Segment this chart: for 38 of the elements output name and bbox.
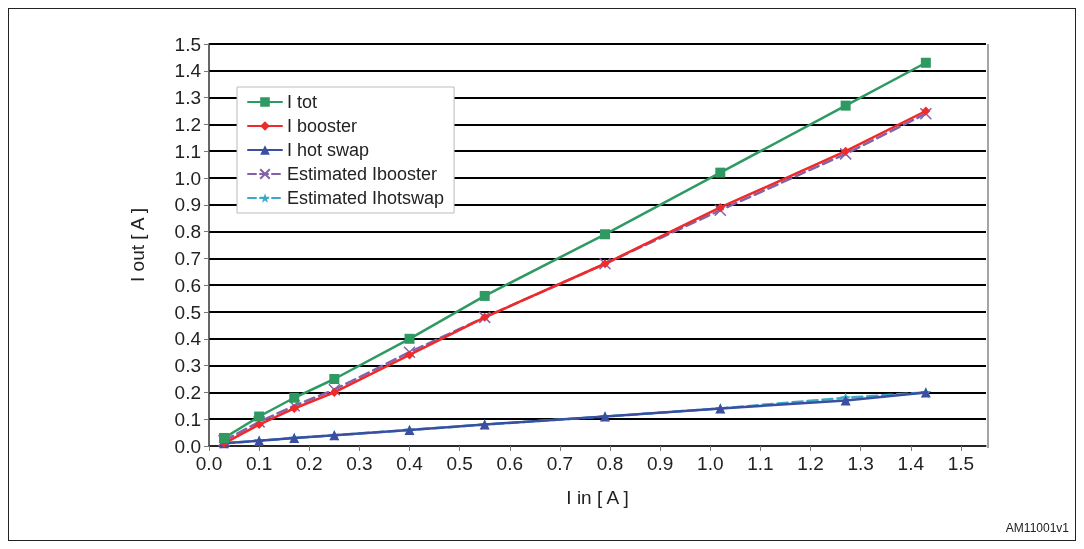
x-tick-label: 1.1 <box>747 453 774 474</box>
x-tick-label: 0.6 <box>496 453 523 474</box>
legend-label: Estimated Ihotswap <box>287 188 445 208</box>
x-tick-label: 1.3 <box>847 453 874 474</box>
y-axis-title: I out [ A ] <box>127 208 148 282</box>
x-tick-label: 0.3 <box>346 453 373 474</box>
legend-label: I hot swap <box>287 140 370 160</box>
text: AM11001v1 <box>1005 521 1070 535</box>
x-axis-title: I in [ A ] <box>566 487 629 508</box>
y-tick-label: 1.0 <box>174 167 201 189</box>
x-tick-label: 1.4 <box>897 453 925 474</box>
y-tick-label: 0.5 <box>174 301 201 323</box>
x-tick-label: 0.2 <box>296 453 323 474</box>
x-tick-label: 1.2 <box>797 453 824 474</box>
x-tick-label: 0.7 <box>546 453 574 474</box>
legend-label: I booster <box>287 116 358 136</box>
legend-label: I tot <box>287 92 318 112</box>
x-tick-label: 0.1 <box>245 453 273 474</box>
y-tick-label: 0.9 <box>174 194 201 216</box>
x-tick-label: 0.5 <box>446 453 473 474</box>
y-tick-label: 0.4 <box>174 328 202 350</box>
x-tick-label: 0.4 <box>396 453 424 474</box>
y-tick-label: 1.4 <box>174 60 202 82</box>
y-tick-label: 0.8 <box>174 221 201 243</box>
y-tick-label: 1.2 <box>174 113 201 135</box>
y-tick-label: 1.5 <box>174 33 201 55</box>
x-tick-label: 1.0 <box>697 453 724 474</box>
x-tick-label: 0.8 <box>596 453 624 474</box>
y-tick-label: 1.1 <box>174 140 201 162</box>
x-tick-label: 1.5 <box>947 453 975 474</box>
y-tick-label: 0.6 <box>174 274 201 296</box>
legend-label: Estimated Ibooster <box>287 164 438 184</box>
y-tick-label: 0.1 <box>174 408 201 430</box>
y-tick-label: 1.3 <box>174 87 201 109</box>
y-tick-label: 0.7 <box>174 247 201 269</box>
y-tick-label: 0.3 <box>174 355 201 377</box>
y-tick-label: 0.2 <box>174 381 201 403</box>
x-tick-label: 0.9 <box>646 453 674 474</box>
